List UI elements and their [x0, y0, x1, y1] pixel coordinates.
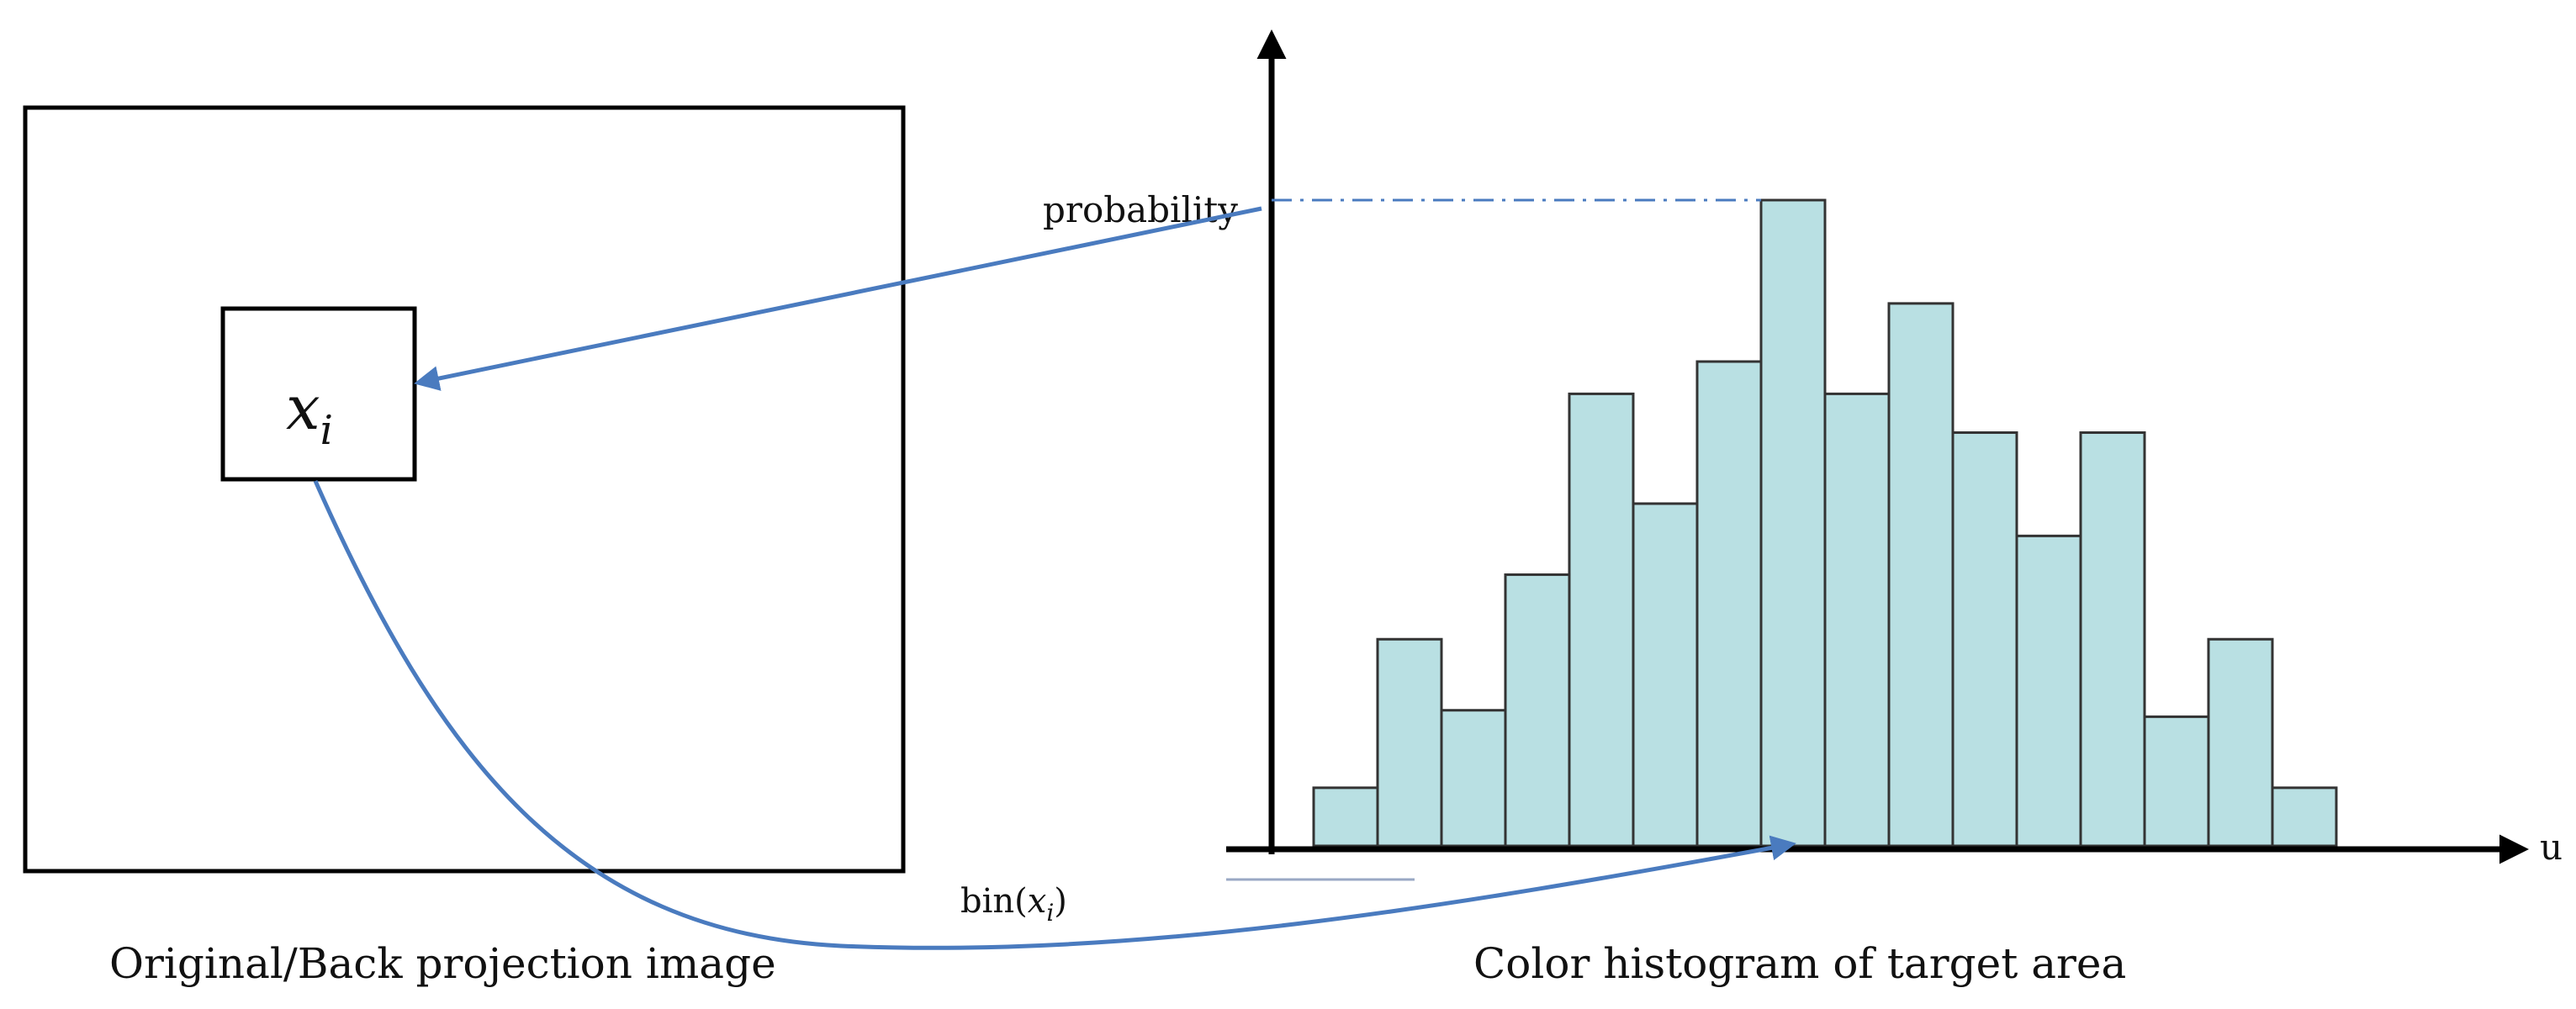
probability-to-pixel-arrow	[414, 206, 1262, 391]
right-caption: Color histogram of target area	[1473, 939, 2126, 988]
histogram-bar-4	[1504, 573, 1571, 848]
histogram-bar-1	[1312, 786, 1379, 848]
left-caption: Original/Back projection image	[109, 939, 776, 988]
histogram-bar-14	[2143, 715, 2210, 848]
histogram-bar-5	[1568, 392, 1635, 848]
histogram-bar-15	[2207, 637, 2274, 848]
pixel-box	[220, 306, 417, 482]
x-axis-label: u	[2540, 827, 2563, 868]
histogram-bar-3	[1440, 709, 1507, 848]
pixel-label: xi	[286, 372, 333, 454]
histogram-bar-16	[2271, 786, 2338, 848]
histogram-bar-6	[1632, 502, 1699, 848]
y-axis-label: probability	[1043, 189, 1238, 230]
histogram-bar-8	[1759, 198, 1827, 848]
image-frame	[23, 105, 906, 874]
histogram-bar-12	[2015, 534, 2082, 848]
histogram-bar-9	[1823, 392, 1891, 848]
histogram-bar-13	[2079, 431, 2146, 848]
histogram-bar-11	[1951, 431, 2018, 848]
histogram-bar-10	[1887, 302, 1954, 848]
pixel-to-bin-arrow	[313, 479, 1796, 950]
histogram-bar-2	[1376, 637, 1443, 848]
bin-label: bin(xi)	[960, 882, 1067, 927]
histogram-bar-7	[1695, 360, 1763, 848]
histogram-bars	[1312, 198, 2338, 848]
